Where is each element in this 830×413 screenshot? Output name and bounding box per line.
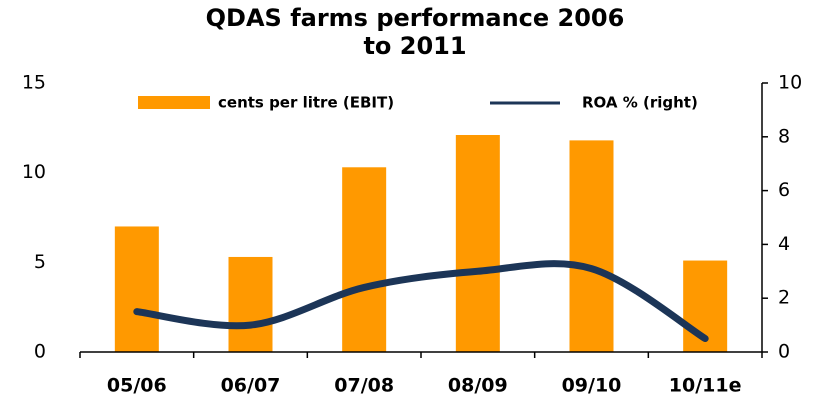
- bar: [342, 167, 387, 352]
- legend-label: cents per litre (EBIT): [218, 94, 394, 112]
- x-tick-label: 08/09: [448, 375, 508, 397]
- y2-tick-label: 2: [778, 287, 790, 309]
- x-tick-label: 07/08: [334, 375, 394, 397]
- y2-tick-label: 10: [778, 72, 802, 94]
- x-tick-label: 09/10: [562, 375, 622, 397]
- y2-tick-label: 8: [778, 125, 790, 147]
- y2-tick-label: 6: [778, 179, 790, 201]
- y2-tick-label: 4: [778, 233, 790, 255]
- chart-title: QDAS farms performance 2006 to 2011: [205, 4, 625, 60]
- bar: [114, 226, 159, 352]
- bar: [569, 140, 614, 352]
- y2-tick-label: 0: [778, 341, 790, 363]
- bar: [455, 135, 500, 352]
- legend-swatch: [138, 96, 210, 109]
- x-tick-label: 05/06: [107, 375, 167, 397]
- bar: [228, 256, 273, 352]
- y-tick-label: 15: [22, 72, 46, 94]
- line: [133, 260, 709, 343]
- y-tick-label: 5: [34, 251, 46, 273]
- x-tick-label: 06/07: [221, 375, 281, 397]
- y-tick-label: 10: [22, 161, 46, 183]
- y-tick-label: 0: [34, 341, 46, 363]
- legend-label: ROA % (right): [582, 94, 698, 112]
- x-tick-label: 10/11e: [669, 375, 742, 397]
